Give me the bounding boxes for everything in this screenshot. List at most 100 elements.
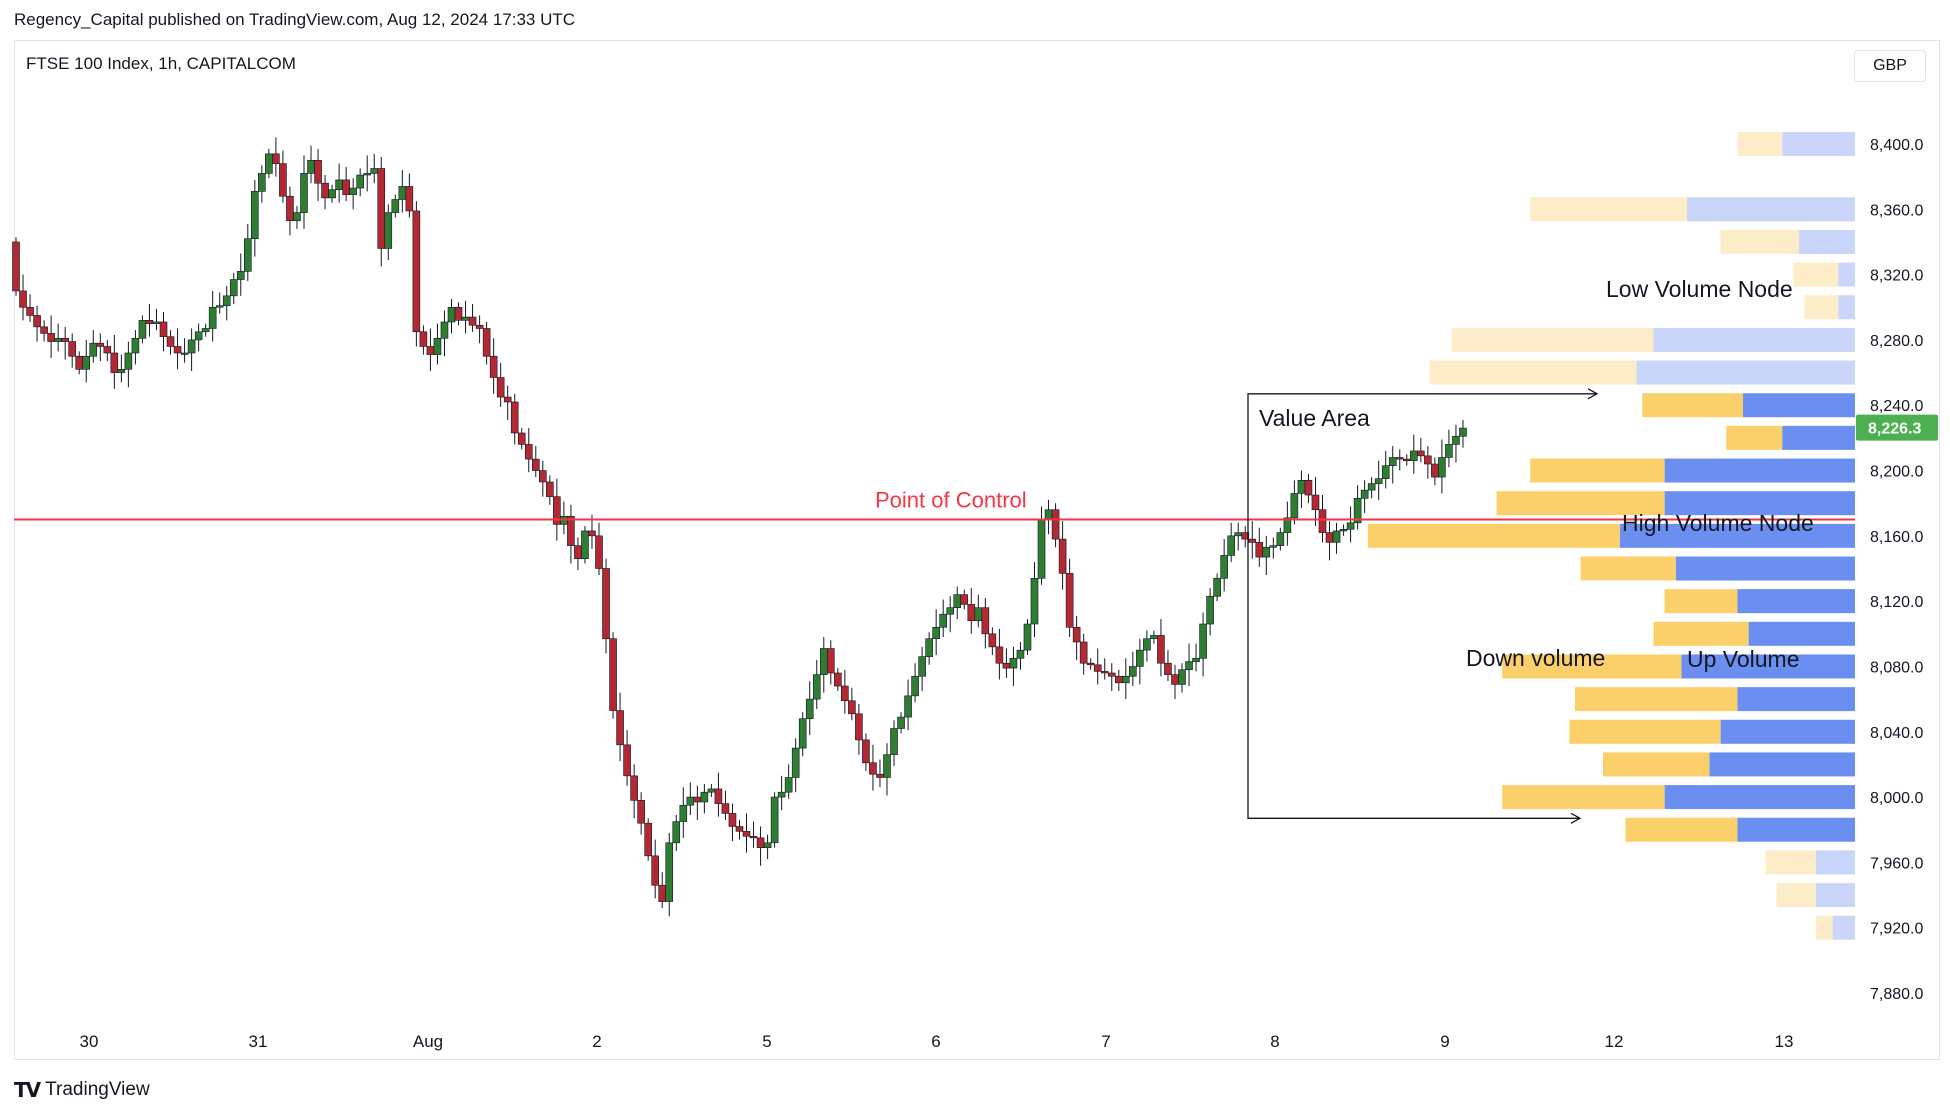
candle-body (819, 648, 828, 675)
currency-button[interactable]: GBP (1854, 50, 1926, 82)
candle-body (1367, 483, 1376, 491)
candle (623, 730, 631, 786)
time-axis[interactable]: 30 31 Aug 2 5 6 7 8 9 12 13 (80, 1032, 1794, 1051)
candle-body (1009, 657, 1018, 669)
candle-body (1410, 450, 1418, 462)
tradingview-footer[interactable]: TV TradingView (14, 1076, 150, 1104)
low-volume-node-label: Low Volume Node (1606, 276, 1793, 302)
candle (1227, 522, 1235, 562)
candle (602, 558, 610, 654)
candle-body (1206, 595, 1214, 625)
down-volume-bar (1776, 883, 1816, 908)
candle-body (574, 545, 582, 560)
candle (96, 333, 105, 362)
candle-body (841, 685, 849, 702)
candle-body (166, 336, 175, 347)
publisher-line: Regency_Capital published on TradingView… (14, 10, 576, 29)
up-volume-bar (1687, 197, 1855, 222)
candle (33, 305, 41, 342)
candle-body (440, 321, 449, 339)
candle-body (194, 331, 203, 341)
candle (637, 792, 645, 835)
candle (19, 274, 27, 321)
candle (841, 669, 849, 714)
candle (1164, 650, 1172, 682)
candle (1304, 473, 1313, 504)
profile-row (1737, 132, 1855, 156)
candle (939, 599, 947, 638)
candle-body (1445, 444, 1453, 458)
candle-body (609, 638, 617, 711)
candle-body (665, 842, 674, 902)
candle-body (229, 279, 238, 297)
candle (546, 475, 554, 505)
candle (1079, 633, 1088, 675)
candle (440, 310, 449, 357)
candle (1269, 537, 1278, 559)
profile-row (1726, 425, 1855, 450)
down-volume-bar (1653, 621, 1749, 646)
price-tick-label: 8,320.0 (1870, 268, 1923, 285)
candle-body (897, 716, 905, 729)
candle (827, 640, 835, 685)
candle (876, 759, 884, 788)
candle-body (482, 328, 491, 357)
candle (47, 315, 55, 358)
candle (461, 300, 470, 334)
profile-row (1793, 262, 1855, 287)
candle-body (251, 191, 259, 239)
candle-body (595, 535, 603, 569)
candle-body (1424, 455, 1432, 465)
candle-body (391, 199, 400, 213)
candle (693, 785, 702, 820)
time-tick-label: 5 (762, 1032, 771, 1051)
price-axis[interactable]: 8,400.0 8,360.0 8,320.0 8,280.0 8,240.0 8,200… (1856, 137, 1938, 1003)
candle-body (1262, 546, 1271, 558)
candle (12, 237, 20, 296)
up-volume-bar (1681, 654, 1855, 679)
candle-body (981, 607, 990, 635)
profile-row (1502, 654, 1855, 679)
candle (686, 782, 695, 816)
candle (82, 339, 91, 383)
candle (1030, 561, 1039, 638)
candle (1241, 526, 1250, 548)
candle (630, 764, 638, 819)
candle-body (475, 324, 484, 329)
candle-body (89, 342, 98, 357)
candle-body (265, 153, 273, 174)
candle (131, 330, 140, 365)
candle (967, 588, 976, 634)
candle-body (995, 646, 1004, 664)
candle (946, 596, 955, 633)
candle-body (637, 800, 645, 824)
time-tick-label: 7 (1101, 1032, 1110, 1051)
up-volume-bar (1815, 850, 1855, 875)
candle (1395, 449, 1404, 471)
candle-body (1213, 577, 1221, 597)
candle-body (187, 339, 196, 354)
candle (286, 186, 294, 236)
candle-body (33, 315, 41, 328)
candle-body (300, 173, 308, 213)
candle (1206, 588, 1214, 636)
price-tick-label: 7,880.0 (1870, 986, 1923, 1003)
candle (1114, 669, 1123, 691)
candle (412, 201, 421, 347)
down-volume-bar (1815, 915, 1833, 940)
tradingview-brand: TradingView (45, 1079, 150, 1100)
candle (1051, 503, 1060, 548)
candle (1178, 663, 1186, 693)
candle-body (138, 320, 147, 339)
price-tick-label: 8,040.0 (1870, 725, 1923, 742)
candle (770, 792, 779, 848)
candle (201, 323, 210, 337)
down-volume-bar (1625, 817, 1738, 842)
candle (243, 224, 252, 282)
candle-body (524, 444, 533, 460)
candle-body (1199, 623, 1207, 659)
down-volume-bar (1765, 850, 1816, 875)
candle (103, 339, 112, 362)
down-volume-bar (1737, 132, 1783, 156)
